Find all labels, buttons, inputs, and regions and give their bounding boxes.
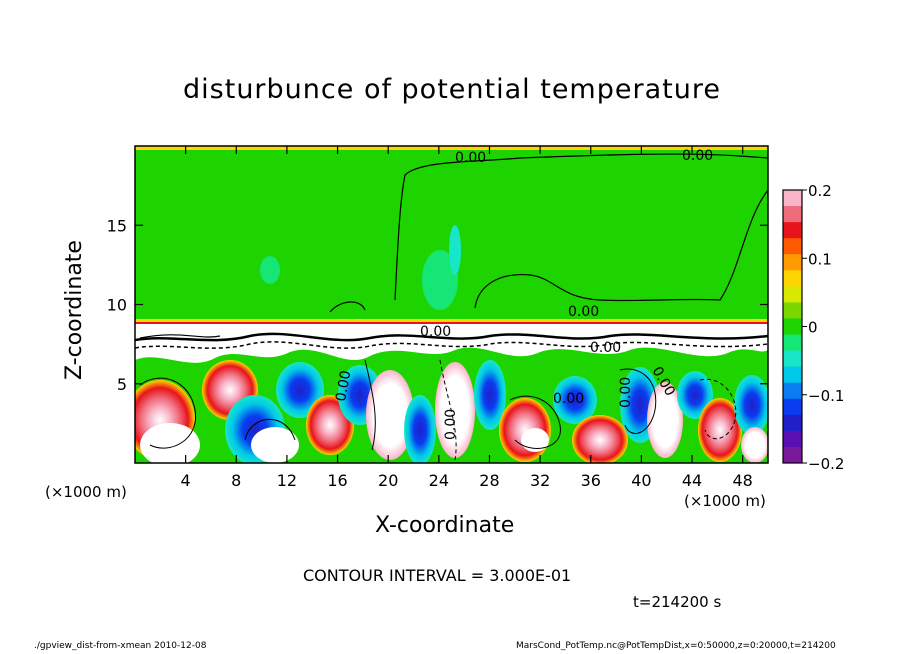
contour-interval: CONTOUR INTERVAL = 3.000E-01 xyxy=(303,566,572,585)
y-tick-label: 5 xyxy=(117,375,127,394)
x-tick-label: 16 xyxy=(327,471,347,490)
contour-label: 0.00 xyxy=(590,340,621,356)
colorbar-swatch xyxy=(783,334,802,352)
colorbar-swatch xyxy=(783,286,802,303)
contour-label: 0.00 xyxy=(455,150,486,166)
colorbar-swatch xyxy=(783,350,802,368)
colorbar-swatch xyxy=(783,382,802,400)
colorbar-swatch xyxy=(783,446,802,464)
contour-label: 0.00 xyxy=(420,324,451,340)
x-tick-label: 44 xyxy=(682,471,702,490)
time-stamp: t=214200 s xyxy=(633,593,722,611)
colorbar-tick-label: −0.1 xyxy=(808,387,844,405)
contour-label: 0.00 xyxy=(682,148,713,164)
footer-left: ./gpview_dist-from-xmean 2010-12-08 xyxy=(34,641,207,651)
chart-title: disturbunce of potential temperature xyxy=(183,74,721,105)
x-tick-label: 20 xyxy=(378,471,398,490)
x-tick-label: 32 xyxy=(530,471,550,490)
x-tick-label: 40 xyxy=(631,471,651,490)
colorbar-tick-label: 0 xyxy=(808,319,818,337)
y-axis: 5 10 15 xyxy=(107,216,768,394)
x-tick-label: 12 xyxy=(277,471,297,490)
x-tick-label: 8 xyxy=(231,471,241,490)
colorbar-tick-label: −0.2 xyxy=(808,455,844,473)
colorbar-swatch xyxy=(783,302,802,319)
x-axis-label: X-coordinate xyxy=(375,513,515,538)
colorbar-tick-label: 0.2 xyxy=(808,182,832,200)
colorbar-swatch xyxy=(783,254,802,271)
colorbar-swatch xyxy=(783,206,802,223)
x-tick-label: 24 xyxy=(429,471,449,490)
x-tick-label: 28 xyxy=(479,471,499,490)
colorbar-swatch xyxy=(783,238,802,255)
y-tick-label: 10 xyxy=(107,296,127,315)
x-tick-label: 4 xyxy=(181,471,191,490)
colorbar-swatch xyxy=(783,430,802,448)
contour-label: 0.00 xyxy=(443,409,459,440)
footer-right: MarsCond_PotTemp.nc@PotTempDist,x=0:5000… xyxy=(516,641,836,651)
contour-label: 0.00 xyxy=(553,391,584,407)
x-tick-label: 36 xyxy=(581,471,601,490)
x-unit-right: (×1000 m) xyxy=(684,492,766,510)
colorbar-swatch xyxy=(783,414,802,432)
colorbar-tick-label: 0.1 xyxy=(808,250,832,268)
colorbar-swatch xyxy=(783,366,802,384)
contour-labels: 0.00 0.00 0.00 0.00 0.00 0.00 0.00 0.00 … xyxy=(333,148,713,440)
colorbar: 0.2 0.1 0 −0.1 −0.2 xyxy=(782,182,844,473)
x-tick-label: 48 xyxy=(733,471,753,490)
y-axis-label: Z-coordinate xyxy=(62,240,87,380)
contour-label: 0.00 xyxy=(333,369,354,402)
contour-label: 0.00 xyxy=(568,304,599,320)
y-tick-label: 15 xyxy=(107,216,127,235)
heatmap-field xyxy=(135,146,768,463)
x-axis: 4 8 12 16 20 24 28 32 36 40 44 48 xyxy=(181,146,753,490)
colorbar-swatch xyxy=(783,190,802,207)
colorbar-swatch xyxy=(783,222,802,239)
colorbar-swatch xyxy=(783,270,802,287)
colorbar-swatch xyxy=(783,398,802,416)
contour-label: 0.00 xyxy=(618,377,634,408)
colorbar-swatch xyxy=(783,318,802,336)
x-unit-left: (×1000 m) xyxy=(45,483,127,501)
